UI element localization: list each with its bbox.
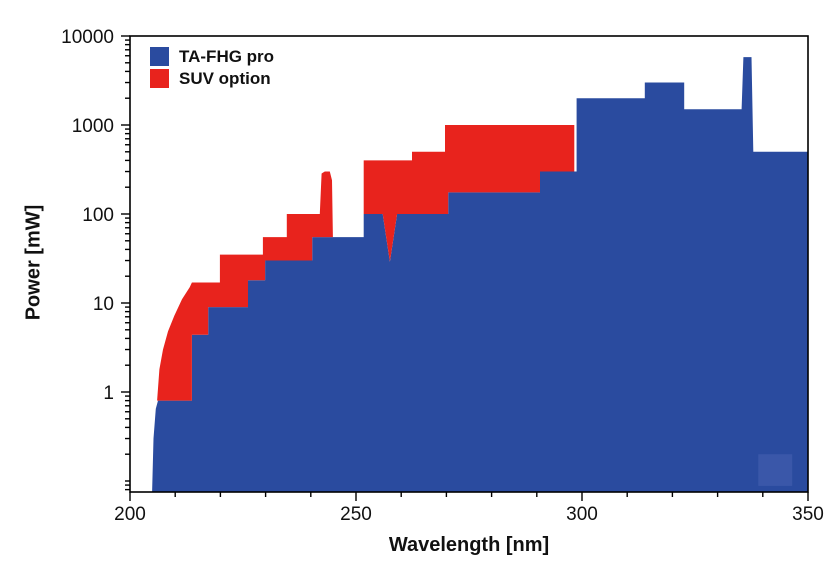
y-tick-label-10: 10 (93, 294, 114, 315)
ta-fhg-pro-swatch (150, 46, 169, 66)
chart-areas (152, 57, 809, 493)
legend: TA-FHG pro SUV option (150, 45, 274, 89)
ta-fhg-pro-area (152, 57, 809, 493)
legend-item-suv-option: SUV option (150, 67, 274, 89)
plot-border (129, 35, 809, 493)
suv-option-label: SUV option (179, 68, 271, 88)
y-tick-label-10000: 10000 (61, 27, 114, 48)
y-axis-title: Power [mW] (22, 204, 45, 321)
y-tick-label-1: 1 (103, 383, 114, 404)
plot-frame (129, 35, 809, 493)
suv-option-area-1 (157, 171, 333, 401)
x-tick-label-200: 200 (114, 504, 146, 525)
y-tick-label-1000: 1000 (72, 116, 114, 137)
x-tick-label-300: 300 (566, 504, 598, 525)
x-axis-title: Wavelength [nm] (388, 534, 550, 556)
ta-fhg-pro-label: TA-FHG pro (179, 46, 275, 66)
legend-item-ta-fhg-pro: TA-FHG pro (150, 45, 274, 67)
y-tick-label-100: 100 (82, 205, 114, 226)
watermark-square (758, 454, 793, 486)
axis-ticks (121, 35, 809, 501)
axis-tick-labels: 200 250 300 350 1 10 100 1000 10000 (61, 27, 824, 525)
x-tick-label-250: 250 (340, 504, 372, 525)
x-tick-label-350: 350 (792, 504, 824, 525)
suv-option-area-2 (363, 125, 575, 262)
suv-option-swatch (150, 68, 169, 88)
